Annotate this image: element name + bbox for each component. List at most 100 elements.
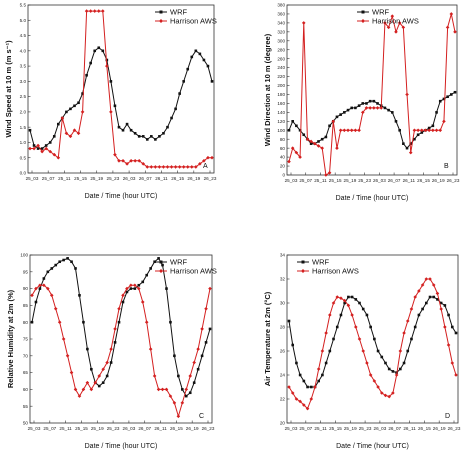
chart-panel-d: 20 22 24 26 28 30 32 34 25_03 25_07 25_11 25_15 25_1… <box>263 253 461 450</box>
legend-marker <box>361 10 365 14</box>
data-point <box>113 152 117 157</box>
data-point <box>294 150 299 155</box>
y-tick-label: 2.5 <box>20 94 27 99</box>
data-point <box>121 300 125 304</box>
data-point <box>290 146 295 150</box>
data-point <box>121 158 125 163</box>
data-point <box>182 80 185 83</box>
data-point <box>339 313 343 317</box>
x-tick-label: 25_11 <box>314 178 327 183</box>
data-point <box>65 110 68 114</box>
data-point <box>443 325 447 329</box>
data-point <box>196 347 200 351</box>
legend-marker <box>159 10 163 14</box>
data-point <box>149 267 152 270</box>
data-point <box>40 149 44 154</box>
x-tick-label: 26_19 <box>187 176 200 181</box>
panel-letter: A <box>203 163 208 170</box>
data-point <box>287 385 291 389</box>
data-point <box>90 367 93 371</box>
data-point <box>320 349 325 353</box>
y-tick-label: 340 <box>277 20 285 25</box>
data-point <box>346 108 350 112</box>
data-point <box>76 131 81 136</box>
data-point <box>335 115 339 119</box>
data-point <box>137 286 141 291</box>
data-point <box>443 304 447 307</box>
data-point <box>204 341 208 344</box>
data-point <box>38 287 42 290</box>
data-point <box>93 49 97 53</box>
series-wrf <box>287 90 457 150</box>
legend-entry: WRF <box>170 8 187 17</box>
data-point <box>408 150 413 155</box>
data-point <box>350 295 354 299</box>
data-point <box>66 257 69 260</box>
data-point <box>196 367 200 371</box>
data-point <box>46 286 50 291</box>
data-point <box>427 126 431 130</box>
data-point <box>347 295 350 299</box>
data-point <box>113 104 117 108</box>
data-point <box>368 99 372 103</box>
data-point <box>438 99 442 103</box>
data-point <box>387 394 391 399</box>
data-point <box>394 120 398 123</box>
data-point <box>421 307 424 311</box>
data-point <box>391 370 395 373</box>
data-point <box>446 95 449 99</box>
y-tick-label: 20 <box>280 421 286 426</box>
data-point <box>173 165 178 169</box>
x-tick-label: 25_19 <box>90 176 103 181</box>
panel-letter: B <box>444 163 449 170</box>
x-tick-label: 25_15 <box>329 178 342 183</box>
data-point <box>52 152 57 157</box>
data-point <box>398 349 403 353</box>
x-tick-label: 26_07 <box>138 426 151 431</box>
y-tick-label: 1.0 <box>20 140 27 145</box>
data-point <box>380 355 384 359</box>
data-point <box>350 106 354 110</box>
y-axis-label: Wind Direction at 10 m (degree) <box>263 33 272 146</box>
data-point <box>48 149 53 154</box>
data-point <box>109 361 113 364</box>
data-point <box>306 385 309 389</box>
data-point <box>73 104 76 108</box>
data-point <box>364 106 369 110</box>
data-point <box>331 301 336 305</box>
y-tick-label: 95 <box>23 269 29 274</box>
data-point <box>177 374 180 378</box>
y-tick-label: 180 <box>277 92 285 97</box>
data-point <box>417 313 421 317</box>
data-point <box>158 135 161 138</box>
series-harrison-aws <box>30 283 212 419</box>
x-tick-label: 25_03 <box>28 426 41 431</box>
data-point <box>153 260 156 264</box>
data-point <box>383 21 387 25</box>
data-point <box>402 361 406 365</box>
x-tick-label: 26_23 <box>448 426 461 431</box>
data-point <box>200 327 204 331</box>
legend-marker <box>361 19 365 23</box>
x-tick-label: 26_19 <box>432 178 445 183</box>
legend-entry: WRF <box>170 258 187 267</box>
x-tick-label: 25_03 <box>26 176 39 181</box>
data-point <box>192 381 196 384</box>
legend-entry: Harrison AWS <box>312 267 359 276</box>
legend-entry: Harrison AWS <box>170 267 217 276</box>
data-point <box>383 393 388 398</box>
data-point <box>402 142 405 145</box>
y-tick-label: 32 <box>280 277 286 282</box>
x-tick-label: 26_19 <box>433 426 446 431</box>
data-point <box>148 347 153 351</box>
data-point <box>287 319 291 323</box>
data-point <box>324 135 328 139</box>
data-point <box>390 14 395 18</box>
data-point <box>73 387 78 392</box>
data-point <box>401 25 406 30</box>
data-point <box>357 337 362 341</box>
plot-frame <box>29 254 213 424</box>
data-point <box>36 143 40 148</box>
